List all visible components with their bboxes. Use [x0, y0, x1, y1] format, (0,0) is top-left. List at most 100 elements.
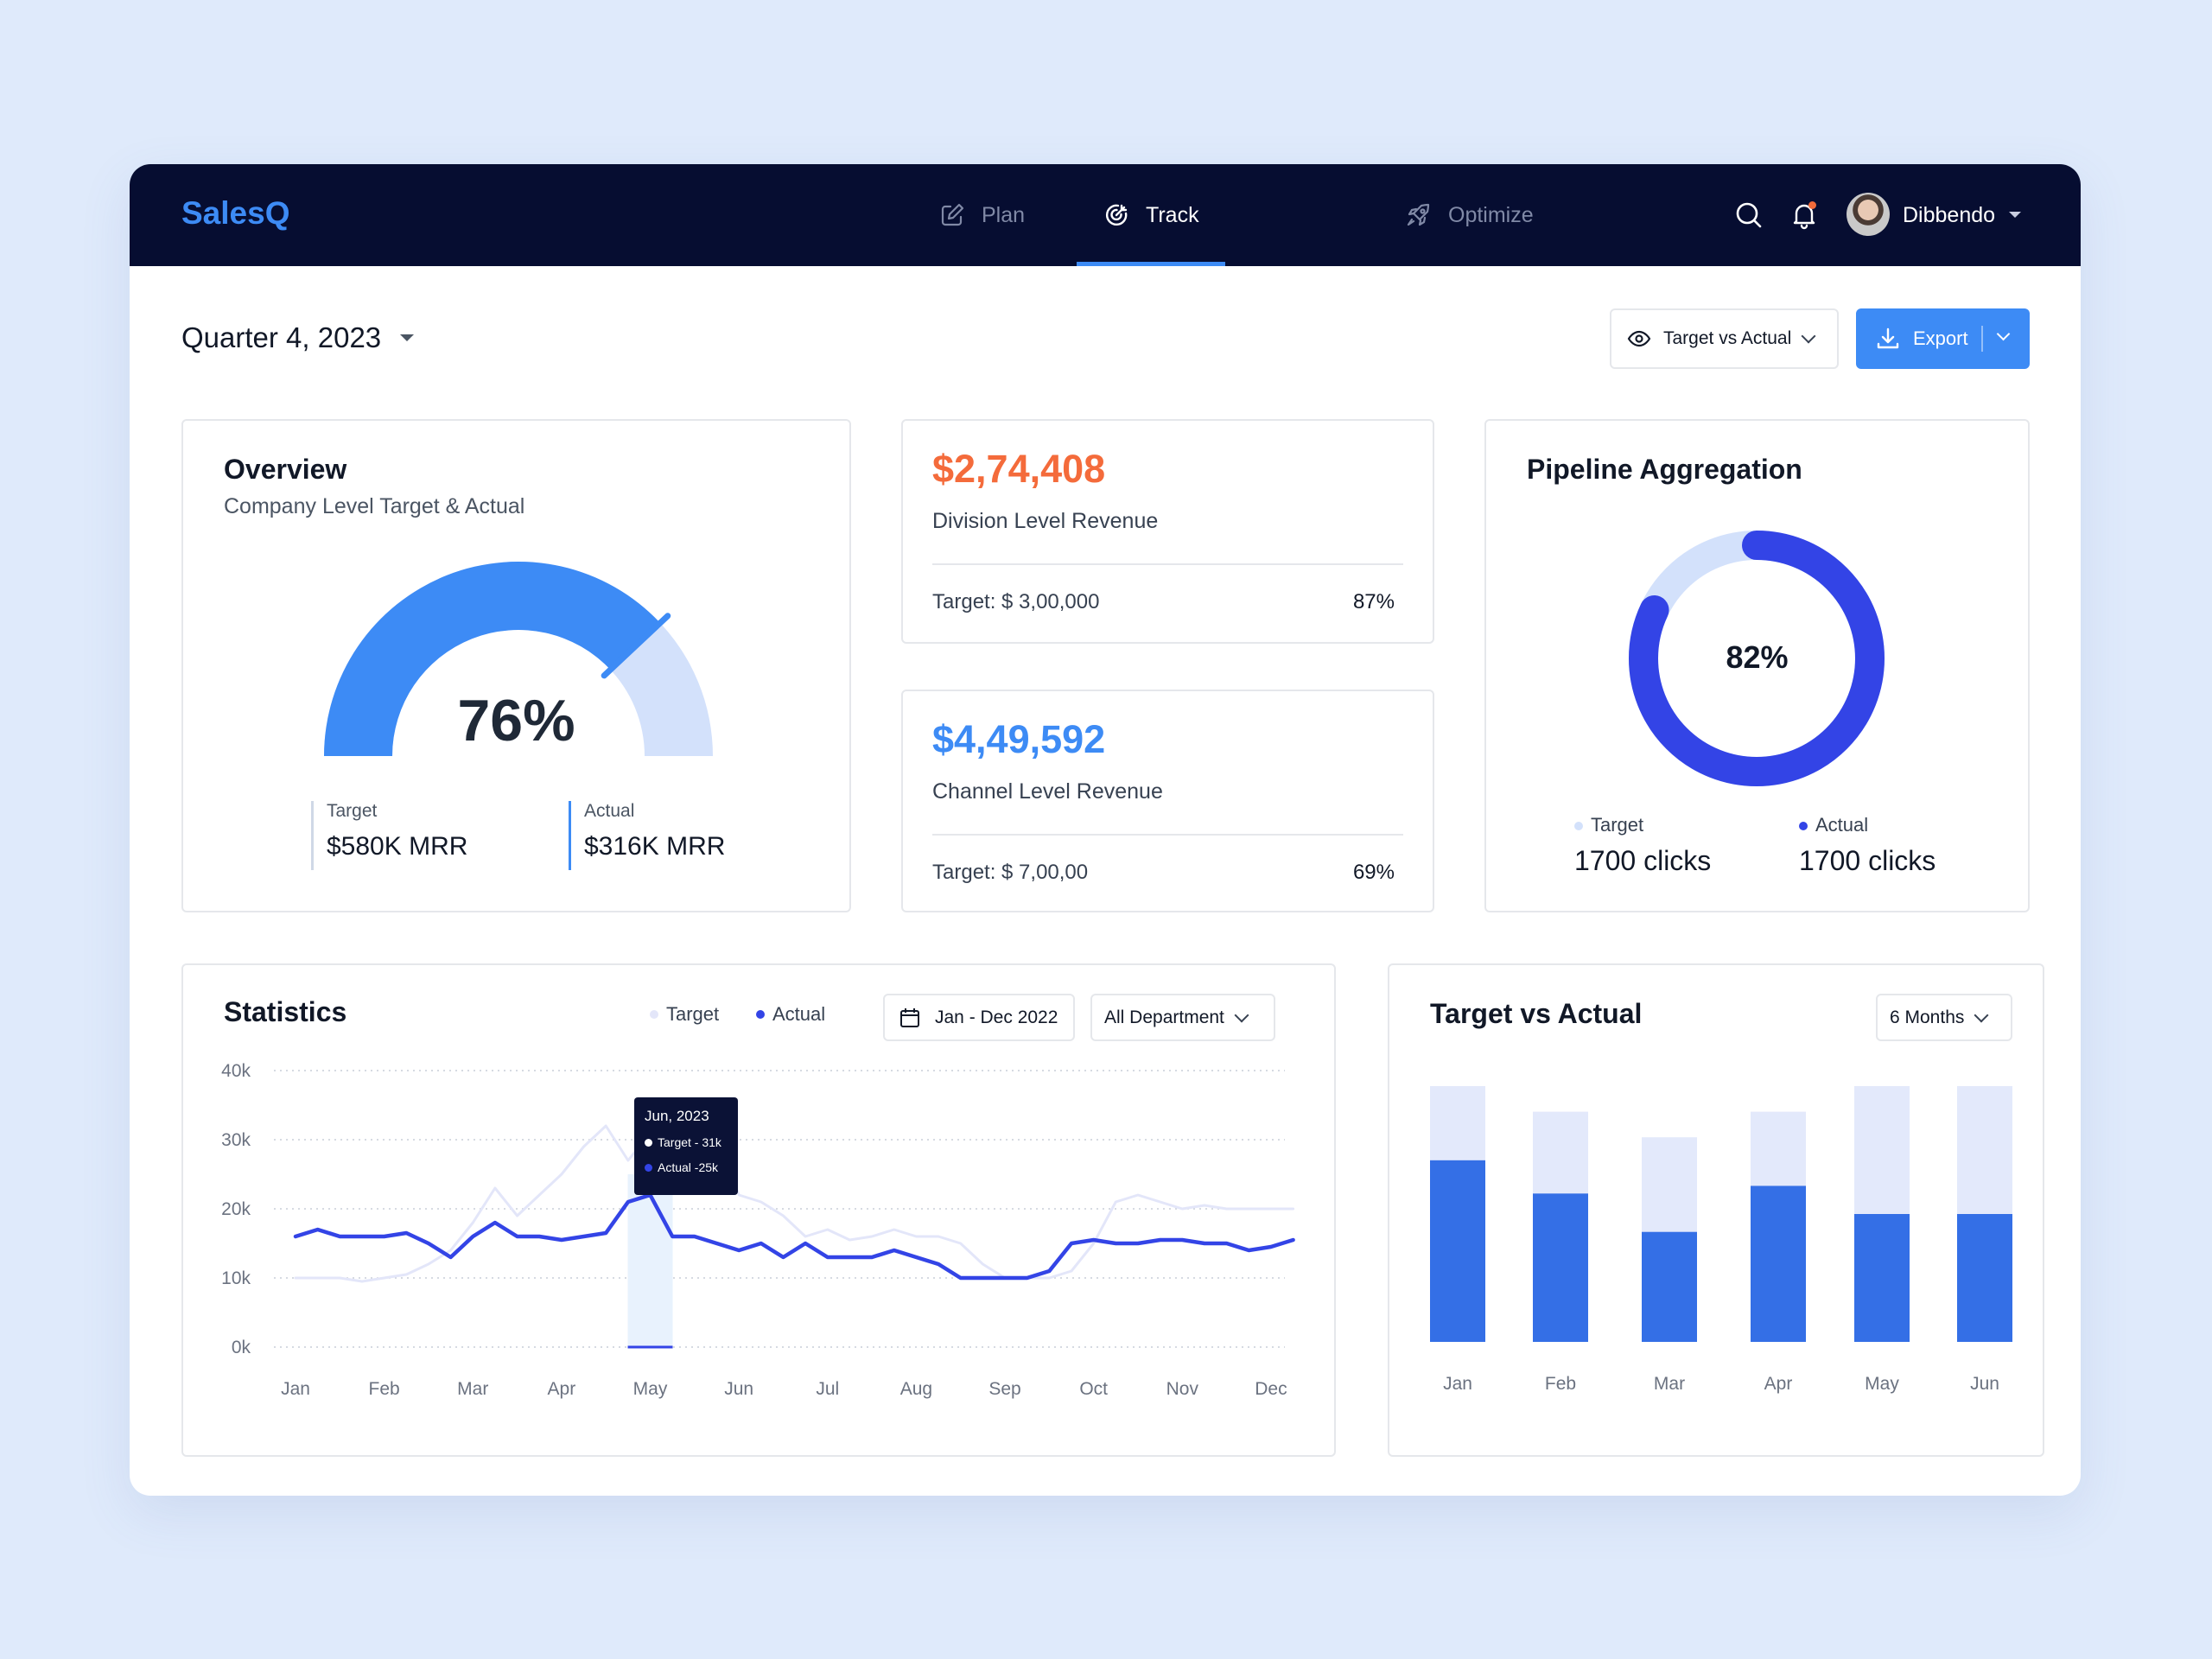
x-tick-label: May [633, 1379, 668, 1399]
top-navbar: SalesQ Plan Track [130, 164, 2081, 266]
chevron-down-icon [1801, 328, 1816, 344]
pipeline-donut [1629, 531, 1885, 786]
x-tick-label: Jun [724, 1379, 753, 1399]
avatar[interactable] [1847, 193, 1890, 236]
x-tick-label: May [1865, 1374, 1899, 1394]
tooltip-target: Target - 31k [658, 1135, 721, 1149]
overview-subtitle: Company Level Target & Actual [224, 494, 525, 518]
eye-icon [1627, 327, 1651, 351]
tooltip-title: Jun, 2023 [645, 1108, 709, 1124]
pipeline-target-value: 1700 clicks [1574, 845, 1712, 876]
y-tick-label: 30k [221, 1130, 251, 1150]
statistics-card: Statistics Target Actual Jan - Dec 2022 … [181, 963, 1336, 1457]
highlight-column [627, 1174, 673, 1347]
statistics-title: Statistics [224, 996, 347, 1027]
x-tick-label: Dec [1255, 1379, 1287, 1399]
department-select-value: All Department [1104, 1007, 1224, 1027]
nav-tab-track-label: Track [1146, 202, 1199, 227]
y-tick-label: 40k [221, 1061, 251, 1081]
date-range-value: Jan - Dec 2022 [935, 1007, 1058, 1027]
rocket-icon [1405, 201, 1433, 229]
legend-target: Target [650, 1003, 719, 1026]
chevron-down-icon[interactable] [2009, 212, 2021, 218]
pipeline-card: Pipeline Aggregation 82% Target 1700 cli… [1484, 419, 2030, 912]
legend-actual: Actual [756, 1003, 825, 1026]
legend-dot [756, 1010, 765, 1019]
notification-dot [1808, 201, 1816, 209]
x-tick-label: Mar [1654, 1374, 1685, 1394]
overview-title: Overview [224, 454, 347, 485]
channel-amount: $4,49,592 [932, 717, 1106, 761]
legend-dot [1574, 822, 1583, 831]
division-label: Division Level Revenue [932, 509, 1159, 533]
gauge-needle [601, 613, 671, 679]
channel-target: Target: $ 7,00,00 [932, 861, 1089, 884]
search-icon[interactable] [1733, 200, 1764, 231]
x-tick-label: Jun [1970, 1374, 1999, 1394]
export-button[interactable]: Export [1856, 308, 2030, 369]
calendar-icon [899, 1007, 921, 1029]
pen-edit-icon [938, 201, 966, 229]
legend-dot [645, 1138, 652, 1147]
date-range-picker[interactable]: Jan - Dec 2022 [883, 994, 1075, 1041]
pipeline-percent: 82% [1726, 639, 1789, 675]
pipeline-target-label: Target [1591, 814, 1644, 836]
pipeline-target: Target 1700 clicks [1574, 814, 1711, 877]
nav-tab-track[interactable]: Track [1077, 164, 1225, 266]
y-tick-label: 20k [221, 1199, 251, 1219]
target-vs-actual-bar-chart: Jan Feb Mar Apr May Jun [1430, 1086, 2012, 1394]
tooltip-target-row: Target - 31k [645, 1135, 728, 1149]
overview-actual-label: Actual [584, 801, 635, 821]
pipeline-title: Pipeline Aggregation [1527, 454, 1802, 485]
overview-actual-metric: Actual $316K MRR [569, 801, 725, 870]
export-dropdown-icon[interactable] [1996, 327, 2011, 341]
x-tick-label: Apr [548, 1379, 576, 1399]
target-icon [1103, 201, 1130, 229]
overview-percent: 76% [457, 688, 575, 753]
x-tick-label: Apr [1764, 1374, 1793, 1394]
active-tab-indicator [1077, 262, 1225, 266]
bar-actual [1751, 1185, 1806, 1342]
series-line-target [294, 1124, 1295, 1283]
overview-actual-value: $316K MRR [584, 832, 726, 861]
division-amount: $2,74,408 [932, 447, 1106, 491]
department-select[interactable]: All Department [1090, 994, 1275, 1041]
x-tick-label: Jan [281, 1379, 310, 1399]
legend-actual-label: Actual [772, 1003, 826, 1025]
chart-tooltip: Jun, 2023 Target - 31k Actual -25k [634, 1097, 738, 1195]
range-select-value: 6 Months [1890, 1007, 1965, 1027]
bell-icon[interactable] [1789, 200, 1820, 231]
y-tick-label: 0k [232, 1338, 251, 1357]
donut-fill [1629, 531, 1885, 786]
period-selector[interactable]: Quarter 4, 2023 [181, 321, 415, 354]
app-logo[interactable]: SalesQ [181, 195, 290, 231]
nav-tab-plan[interactable]: Plan [938, 164, 1025, 266]
pipeline-actual-value: 1700 clicks [1799, 845, 1936, 876]
bar-actual [1957, 1214, 2012, 1342]
x-tick-label: Feb [1545, 1374, 1576, 1394]
nav-tab-optimize[interactable]: Optimize [1405, 164, 1534, 266]
overview-card: Overview Company Level Target & Actual 7… [181, 419, 851, 912]
view-select-value: Target vs Actual [1663, 328, 1792, 348]
channel-revenue-card: $4,49,592 Channel Level Revenue Target: … [901, 690, 1434, 912]
series-line-actual [293, 1192, 1295, 1281]
export-divider [1981, 326, 1983, 352]
x-tick-label: Jan [1443, 1374, 1472, 1394]
bar-actual [1430, 1160, 1485, 1342]
caret-down-icon [400, 334, 415, 341]
period-label: Quarter 4, 2023 [181, 321, 382, 353]
tooltip-actual: Actual -25k [658, 1160, 719, 1174]
x-tick-label: Jul [816, 1379, 839, 1399]
user-name[interactable]: Dibbendo [1903, 203, 1996, 227]
overview-target-metric: Target $580K MRR [311, 801, 467, 870]
divider [932, 563, 1403, 565]
range-select[interactable]: 6 Months [1876, 994, 2012, 1041]
x-tick-label: Aug [900, 1379, 932, 1399]
division-target: Target: $ 3,00,000 [932, 590, 1100, 613]
view-select[interactable]: Target vs Actual [1610, 308, 1839, 369]
pipeline-actual: Actual 1700 clicks [1799, 814, 1936, 877]
nav-tab-plan-label: Plan [982, 202, 1026, 227]
download-icon [1875, 326, 1901, 352]
target-vs-actual-card: Target vs Actual 6 Months Jan Feb Mar Apr Ma… [1388, 963, 2044, 1457]
bar-actual [1642, 1231, 1697, 1342]
